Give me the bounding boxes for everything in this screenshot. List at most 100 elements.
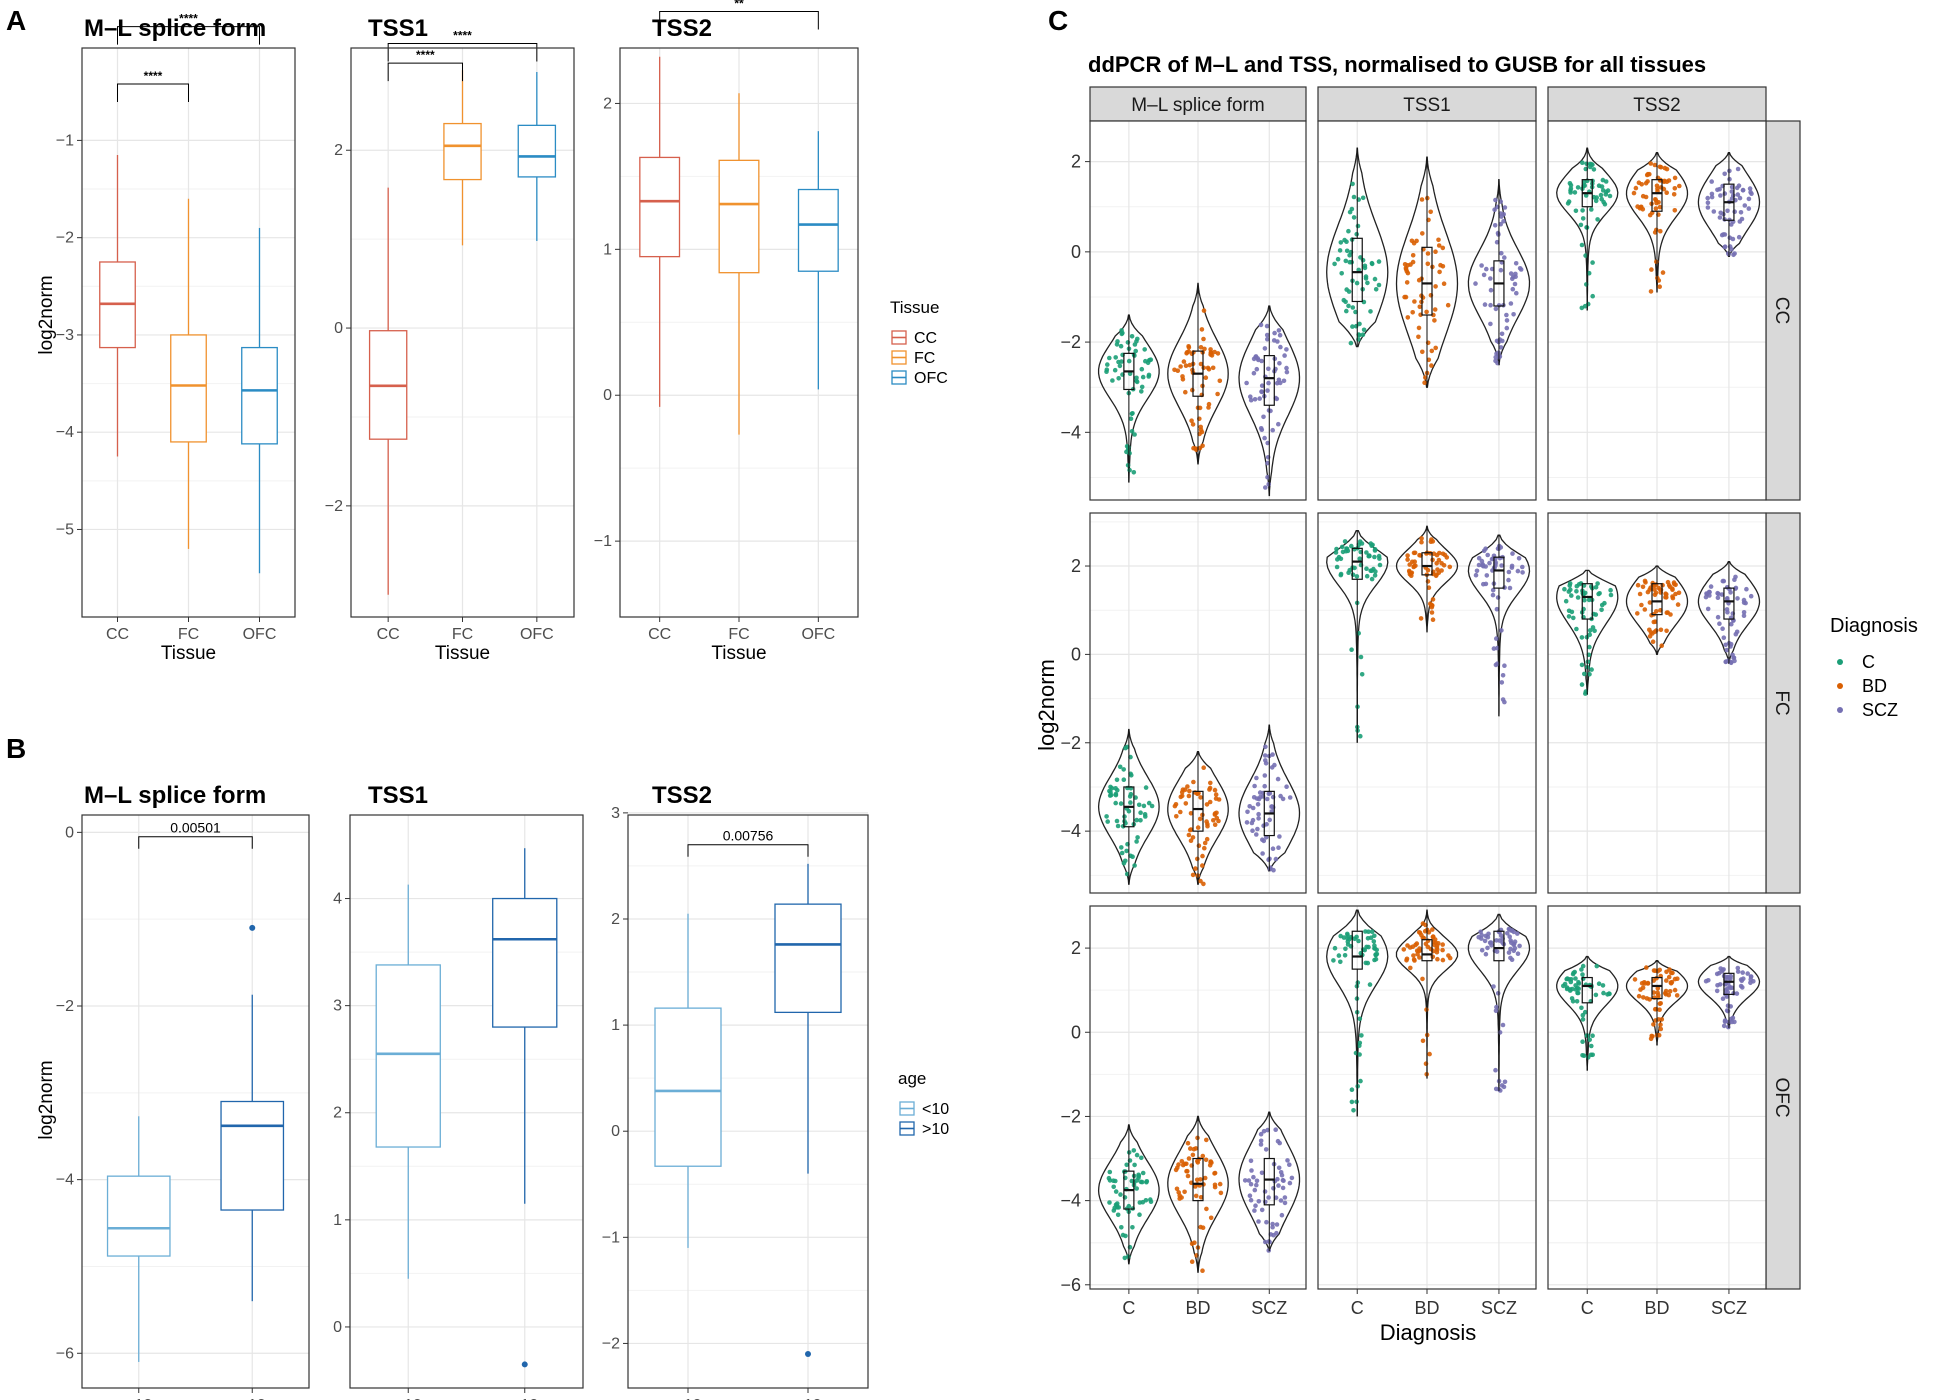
jitter-point	[1274, 380, 1280, 386]
jitter-point	[1131, 470, 1137, 475]
jitter-point	[1406, 568, 1412, 574]
jitter-point	[1263, 1147, 1269, 1152]
jitter-point	[1492, 223, 1498, 228]
jitter-point	[1709, 194, 1715, 200]
jitter-point	[1212, 812, 1218, 817]
jitter-point	[1369, 543, 1374, 548]
jitter-point	[1727, 176, 1732, 182]
row-strip-label: OFC	[1771, 1077, 1792, 1117]
jitter-point	[1139, 389, 1144, 394]
jitter-point	[1281, 1178, 1286, 1183]
violin-box	[1651, 976, 1663, 1000]
jitter-point	[1564, 985, 1570, 990]
facet-2: −1 0 1 2 CC FC OFC ** TSS2 Tissue	[594, 0, 859, 664]
jitter-point	[1671, 192, 1677, 197]
jitter-point	[1498, 199, 1503, 204]
jitter-point	[1572, 190, 1578, 195]
jitter-point	[1198, 795, 1203, 800]
jitter-point	[1654, 227, 1659, 233]
jitter-point	[1579, 682, 1585, 687]
jitter-point	[1212, 1182, 1218, 1188]
violin-box	[1421, 939, 1433, 962]
jitter-point	[1733, 574, 1738, 580]
jitter-point	[1632, 977, 1638, 982]
jitter-point	[1185, 784, 1190, 789]
jitter-point	[1182, 1161, 1188, 1167]
jitter-point	[1145, 360, 1151, 366]
jitter-point	[1212, 787, 1218, 793]
jitter-point	[1515, 931, 1520, 936]
jitter-point	[1479, 947, 1485, 953]
jitter-point	[1491, 646, 1497, 651]
jitter-point	[1248, 394, 1253, 400]
jitter-point	[1587, 672, 1592, 677]
jitter-point	[1259, 383, 1265, 389]
jitter-point	[1580, 208, 1585, 213]
jitter-point	[1198, 345, 1204, 350]
jitter-point	[1676, 590, 1682, 596]
jitter-point	[1721, 1023, 1727, 1029]
facet-0: −6 −4 −2 0 <10 >10 0.00501 M–L splice form	[56, 782, 310, 1400]
jitter-point	[1508, 955, 1513, 961]
box-iqr	[517, 124, 557, 178]
jitter-point	[1265, 474, 1270, 480]
jitter-point	[1724, 974, 1730, 980]
jitter-point	[1139, 366, 1145, 372]
significance-label: ****	[416, 48, 435, 62]
jitter-point	[1265, 1127, 1270, 1133]
jitter-point	[1582, 671, 1587, 677]
y-tick-label: 0	[65, 824, 74, 841]
x-tick-label: OFC	[520, 626, 554, 643]
jitter-point	[1332, 261, 1337, 267]
jitter-point	[1652, 995, 1657, 1000]
jitter-point	[1599, 607, 1604, 613]
jitter-point	[1473, 281, 1478, 286]
jitter-point	[1730, 236, 1736, 242]
jitter-point	[1675, 602, 1681, 607]
jitter-point	[1134, 1186, 1139, 1191]
jitter-point	[1418, 616, 1424, 621]
jitter-point	[1725, 990, 1730, 995]
jitter-point	[1746, 196, 1752, 202]
jitter-point	[1718, 210, 1723, 216]
jitter-point	[1254, 366, 1260, 372]
jitter-point	[1741, 610, 1747, 615]
jitter-point	[1357, 556, 1362, 561]
jitter-point	[1401, 947, 1407, 952]
jitter-point	[1263, 744, 1268, 750]
jitter-point	[1107, 793, 1113, 798]
jitter-point	[1254, 1182, 1259, 1188]
cell-border	[1089, 512, 1307, 894]
jitter-point	[1498, 267, 1504, 273]
legend-label: >10	[922, 1121, 949, 1138]
jitter-point	[1261, 838, 1267, 844]
plot-border	[627, 814, 869, 1389]
jitter-point	[1408, 965, 1413, 971]
jitter-point	[1604, 189, 1609, 195]
jitter-point	[1347, 936, 1352, 942]
jitter-point	[1258, 1138, 1264, 1144]
jitter-point	[1419, 536, 1424, 541]
jitter-point	[1195, 791, 1200, 796]
jitter-point	[1266, 380, 1271, 386]
violin-box	[1493, 556, 1505, 589]
jitter-point	[1427, 1051, 1432, 1057]
jitter-point	[1441, 563, 1447, 568]
jitter-point	[1677, 183, 1682, 189]
jitter-point	[1347, 259, 1353, 265]
jitter-point	[1582, 597, 1587, 603]
jitter-point	[1726, 1024, 1731, 1030]
jitter-point	[1183, 363, 1189, 369]
jitter-point	[1420, 935, 1426, 941]
jitter-point	[1259, 358, 1264, 364]
jitter-point	[1208, 350, 1214, 355]
jitter-point	[1494, 949, 1500, 954]
jitter-point	[1247, 1193, 1253, 1198]
legend-label: FC	[914, 350, 935, 367]
jitter-point	[1595, 581, 1600, 586]
violin-BD	[1395, 909, 1459, 1079]
jitter-point	[1128, 791, 1134, 797]
jitter-point	[1599, 602, 1605, 608]
x-tick-label: <10	[395, 1397, 422, 1400]
jitter-point	[1218, 1190, 1224, 1196]
